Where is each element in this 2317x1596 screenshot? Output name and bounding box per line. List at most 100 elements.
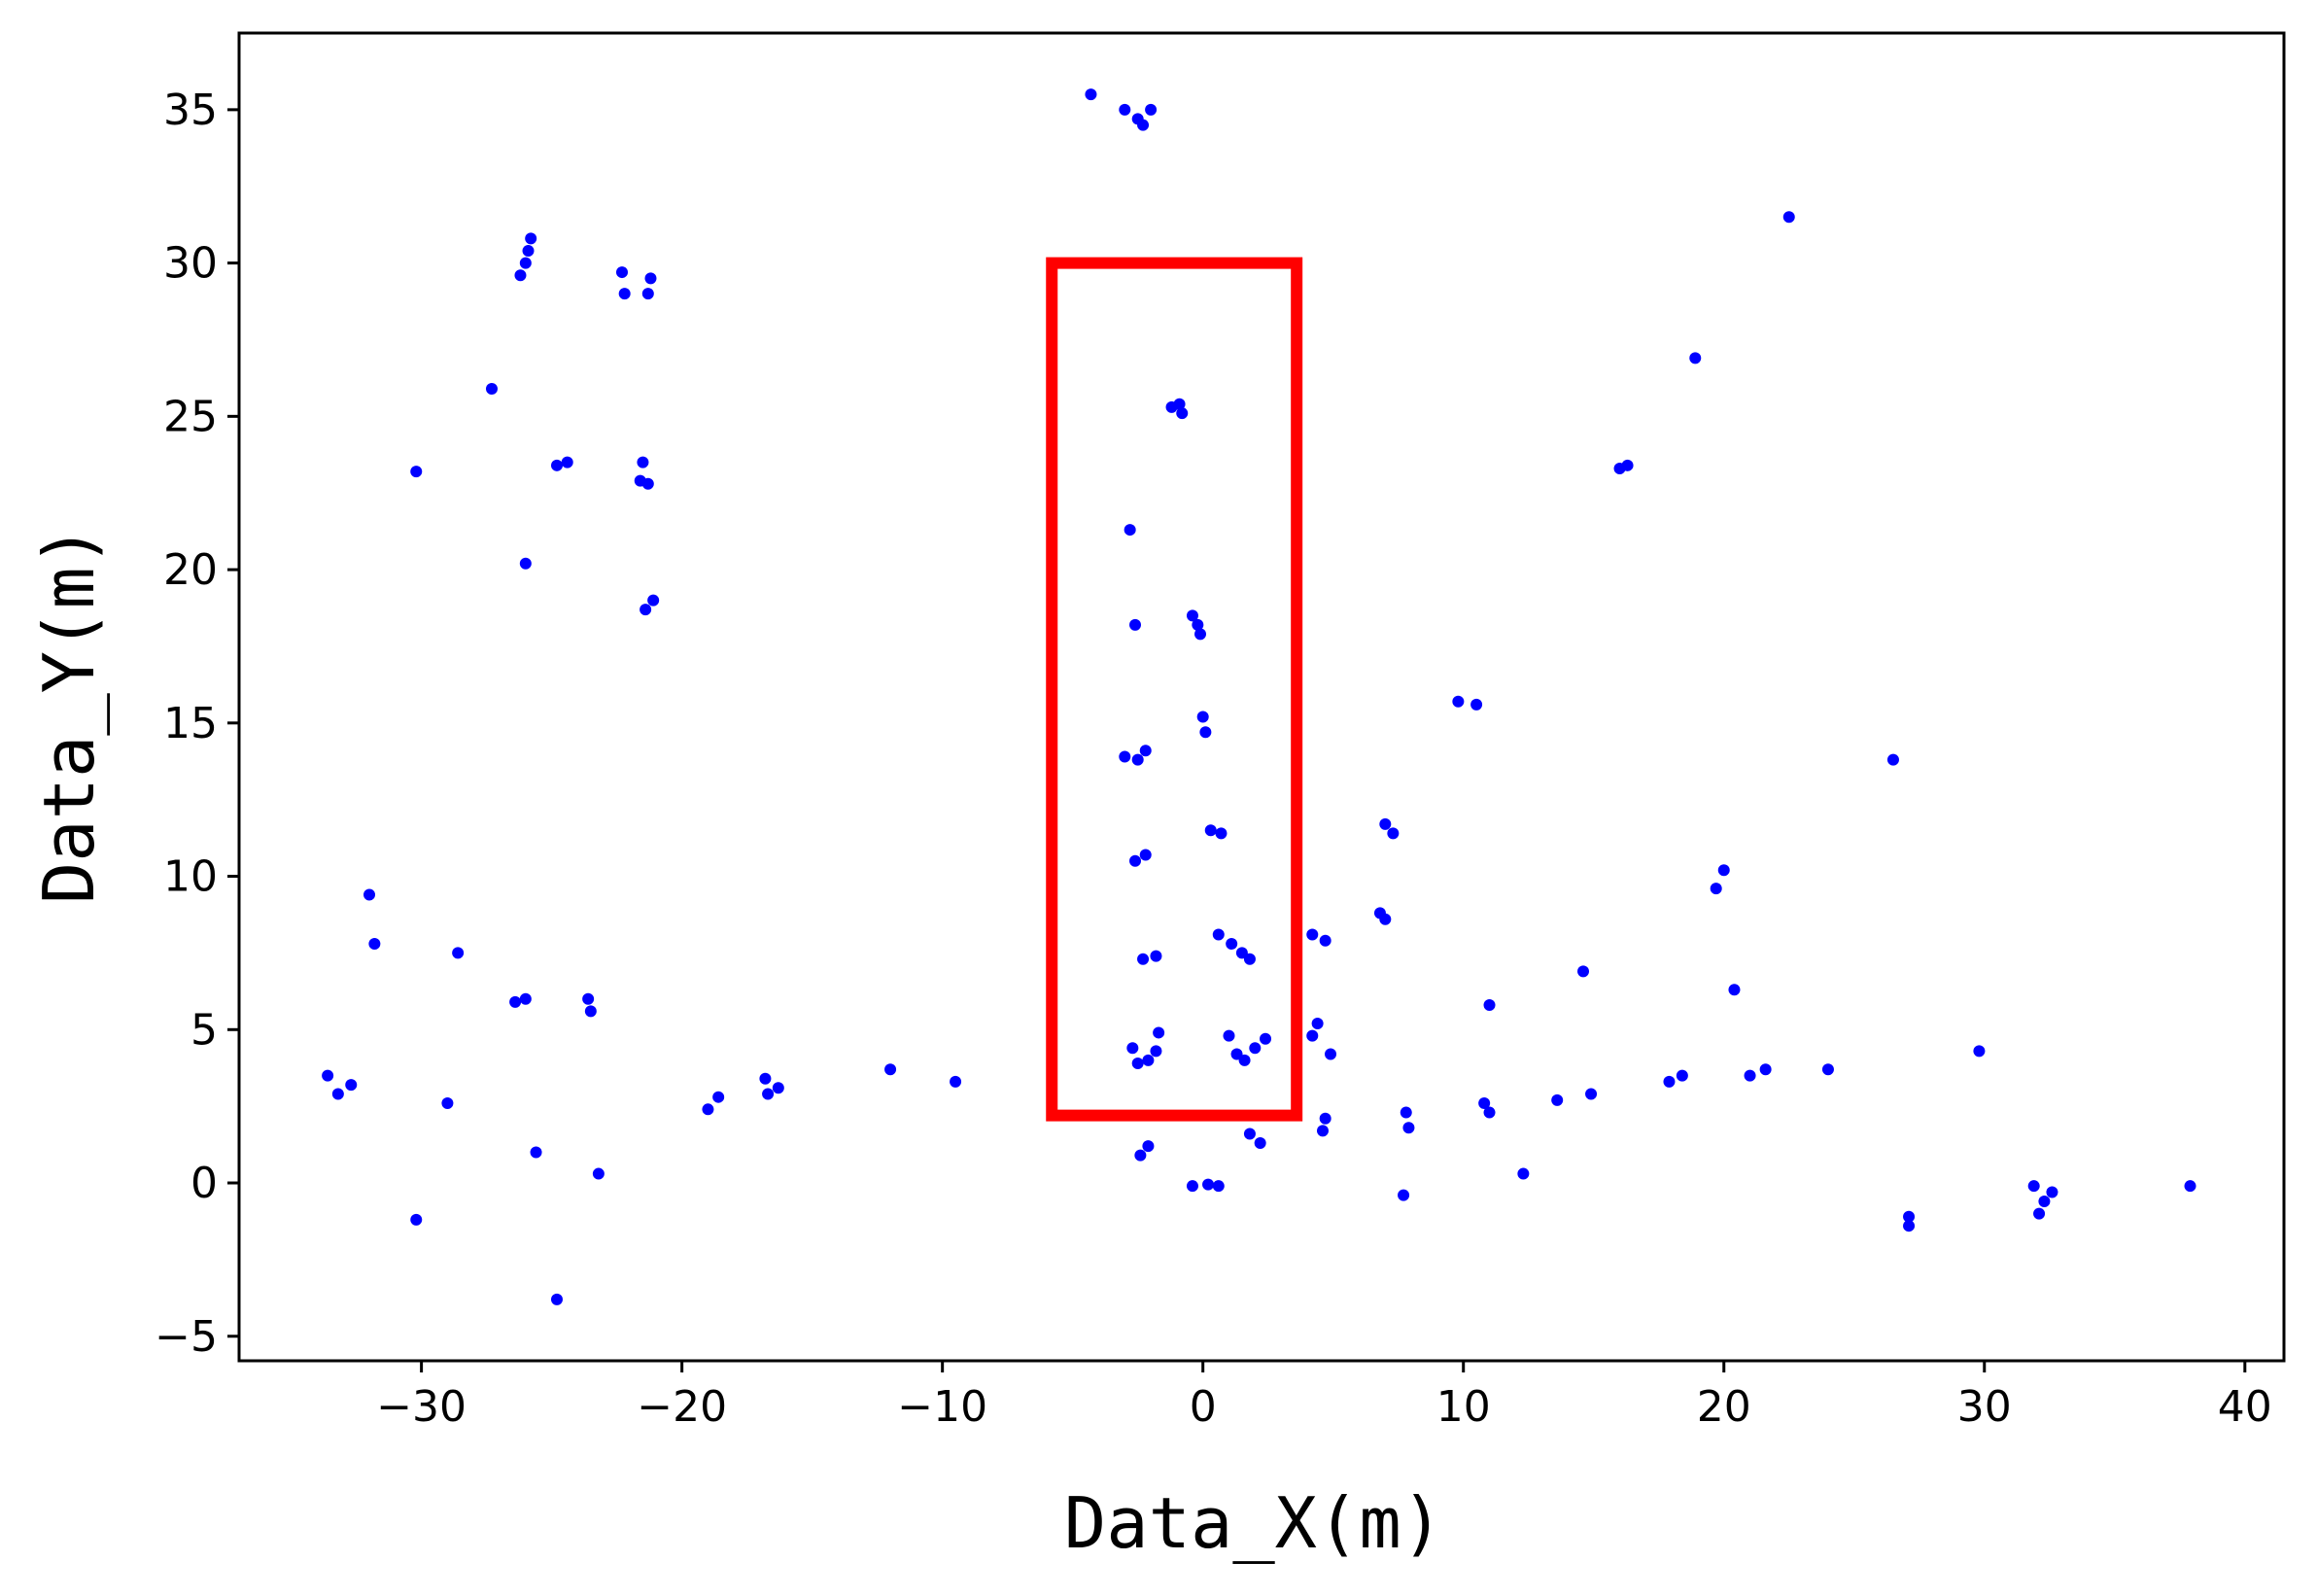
data-point <box>530 1146 542 1159</box>
data-point <box>509 995 522 1008</box>
data-point <box>1192 618 1204 631</box>
data-point <box>759 1072 772 1085</box>
data-point <box>615 266 628 279</box>
data-point <box>1886 753 1899 766</box>
y-tick-label: 0 <box>190 1159 218 1208</box>
data-point <box>1621 459 1634 471</box>
data-point <box>519 992 532 1005</box>
data-point <box>514 269 527 282</box>
data-point <box>1398 1189 1410 1201</box>
data-point <box>1260 1032 1272 1045</box>
data-point <box>1196 711 1209 723</box>
data-point <box>582 992 595 1005</box>
x-tick-label: 10 <box>1436 1382 1491 1432</box>
data-point <box>452 947 465 959</box>
data-point <box>647 594 660 607</box>
data-point <box>1728 984 1741 996</box>
data-point <box>1517 1167 1530 1180</box>
data-point <box>1782 211 1795 224</box>
y-tick-label: 15 <box>163 699 218 748</box>
data-point <box>1400 1106 1412 1119</box>
data-point <box>1212 928 1225 941</box>
data-point <box>1173 398 1186 410</box>
y-tick-label: 5 <box>190 1005 218 1055</box>
data-point <box>1139 745 1152 757</box>
data-point <box>644 272 657 285</box>
data-point <box>1119 750 1131 763</box>
y-tick-label: 30 <box>163 239 218 289</box>
data-point <box>584 1005 597 1018</box>
data-point <box>637 456 649 468</box>
data-point <box>1129 854 1142 867</box>
data-point <box>1223 1029 1235 1042</box>
data-point <box>410 466 423 478</box>
data-point <box>1676 1069 1688 1082</box>
data-point <box>1235 947 1248 959</box>
data-point <box>363 888 376 901</box>
data-point <box>1142 1054 1155 1066</box>
y-tick-label: 10 <box>163 852 218 902</box>
data-point <box>1311 1017 1324 1029</box>
data-point <box>1243 1128 1256 1140</box>
data-point <box>1710 883 1722 895</box>
data-point <box>641 288 654 300</box>
data-point <box>1478 1097 1491 1110</box>
data-point <box>1402 1122 1415 1134</box>
x-axis-title: Data_X(m) <box>1064 1482 1443 1564</box>
data-point <box>1150 950 1162 962</box>
data-point <box>1689 352 1702 364</box>
data-point <box>1238 1054 1251 1066</box>
data-point <box>1230 1048 1243 1060</box>
data-point <box>640 604 652 616</box>
data-point <box>1202 1178 1215 1191</box>
data-point <box>485 382 498 395</box>
data-point <box>1134 1149 1147 1162</box>
data-point <box>1085 88 1097 101</box>
data-point <box>1903 1210 1916 1223</box>
data-point <box>1249 1042 1262 1055</box>
data-point <box>410 1213 423 1226</box>
data-point <box>550 1293 563 1305</box>
data-point <box>1129 618 1142 631</box>
data-point <box>525 232 537 245</box>
data-point <box>1186 1180 1198 1193</box>
x-tick-label: −10 <box>897 1382 987 1432</box>
data-point <box>1379 913 1392 925</box>
x-tick-label: 0 <box>1190 1382 1217 1432</box>
data-point <box>1903 1220 1916 1232</box>
data-point <box>702 1103 714 1116</box>
data-point <box>1131 753 1144 766</box>
data-point <box>441 1097 454 1110</box>
data-point <box>1387 827 1400 840</box>
y-axis: −5 0 5 10 15 20 25 30 35 <box>155 86 239 1362</box>
data-point <box>1379 817 1392 830</box>
data-point <box>1973 1045 1986 1058</box>
data-point <box>1150 1045 1162 1058</box>
x-tick-label: −20 <box>637 1382 727 1432</box>
data-point <box>1199 726 1212 739</box>
data-point <box>331 1088 344 1100</box>
data-point <box>1744 1069 1756 1082</box>
data-point <box>1139 849 1152 861</box>
y-axis-title: Data_Y(m) <box>28 525 110 904</box>
data-point <box>592 1167 605 1180</box>
data-point <box>1821 1063 1834 1076</box>
data-point <box>1663 1075 1676 1088</box>
data-point <box>1131 1057 1144 1069</box>
data-point <box>1483 1106 1496 1119</box>
data-point <box>2027 1180 2040 1193</box>
data-point <box>1470 698 1483 711</box>
data-point <box>618 288 631 300</box>
data-point <box>772 1082 784 1094</box>
data-point <box>1137 119 1150 131</box>
data-point <box>522 244 535 257</box>
x-tick-label: 20 <box>1697 1382 1751 1432</box>
data-point <box>1319 1112 1331 1125</box>
data-point <box>1176 407 1189 420</box>
data-point <box>1316 1125 1329 1137</box>
y-tick-label: 25 <box>163 392 218 441</box>
data-point <box>345 1079 358 1092</box>
data-point <box>712 1091 725 1103</box>
data-point <box>2038 1195 2051 1207</box>
